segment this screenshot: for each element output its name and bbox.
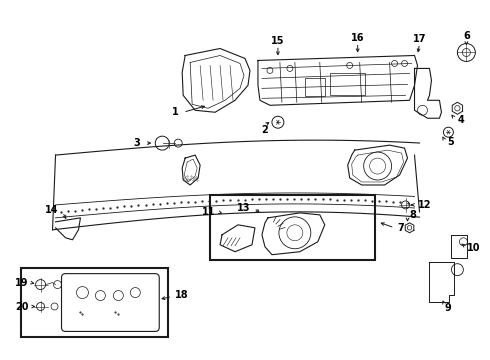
Text: 14: 14 <box>45 205 58 215</box>
Text: 2: 2 <box>262 125 269 135</box>
Text: 6: 6 <box>463 31 470 41</box>
Text: 18: 18 <box>175 289 189 300</box>
Text: 11: 11 <box>201 207 215 217</box>
Text: 1: 1 <box>172 107 178 117</box>
Text: 20: 20 <box>15 302 28 311</box>
Text: 4: 4 <box>457 115 464 125</box>
Text: 15: 15 <box>271 36 285 46</box>
Bar <box>330 73 365 95</box>
Text: 10: 10 <box>467 243 481 253</box>
Bar <box>21 268 168 337</box>
Bar <box>305 78 325 96</box>
Text: 19: 19 <box>15 278 28 288</box>
Text: 8: 8 <box>410 210 416 220</box>
Text: 5: 5 <box>447 137 454 147</box>
Text: 12: 12 <box>417 200 431 210</box>
Text: 16: 16 <box>351 32 365 42</box>
Text: 7: 7 <box>397 223 404 233</box>
Text: 9: 9 <box>444 302 451 312</box>
Text: 13: 13 <box>237 203 250 213</box>
Bar <box>210 195 375 260</box>
Text: 3: 3 <box>134 138 140 148</box>
Text: 17: 17 <box>413 33 426 44</box>
